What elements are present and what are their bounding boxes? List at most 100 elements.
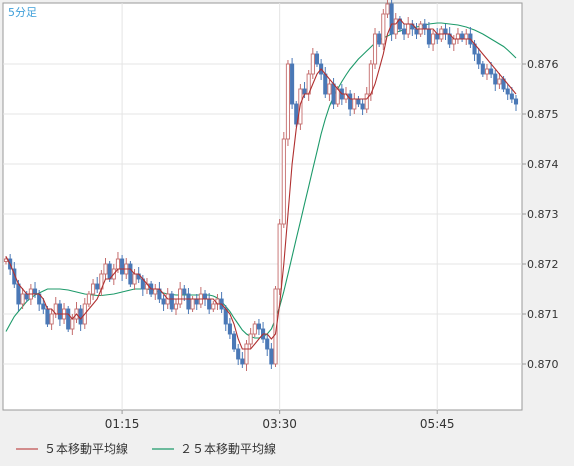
candle-body [186, 293, 191, 310]
candle-body [455, 33, 461, 40]
candle-body [431, 33, 436, 45]
x-tick-label: 01:15 [105, 417, 140, 431]
candle-body [443, 28, 448, 35]
candle-body [244, 343, 249, 365]
candle-body [422, 23, 427, 30]
candle-body [95, 283, 100, 290]
candle-body [372, 33, 378, 65]
candle-body [352, 98, 357, 110]
candle-body [45, 308, 50, 325]
candle-body [202, 293, 208, 300]
candle-body [231, 333, 237, 350]
candle-body [41, 303, 46, 310]
candle-body [173, 303, 179, 310]
candle-body [128, 263, 133, 285]
candle-body [377, 33, 382, 45]
chart-title: 5分足 [8, 6, 37, 19]
y-tick-label: 0.875 [527, 108, 559, 121]
candle-body [20, 293, 25, 305]
candle-body [70, 318, 75, 330]
candle-body [435, 33, 440, 40]
candle-body [489, 68, 494, 75]
x-tick-label: 05:45 [420, 417, 455, 431]
candle-body [78, 308, 83, 325]
candle-body [464, 33, 469, 40]
candle-body [194, 298, 199, 305]
y-tick-label: 0.871 [527, 308, 559, 321]
candle-body [389, 3, 394, 35]
candle-body [385, 3, 390, 15]
candle-body [505, 88, 510, 95]
candle-body [331, 83, 336, 105]
y-tick-label: 0.870 [527, 358, 559, 371]
candle-body [323, 73, 328, 95]
candle-body [169, 293, 174, 310]
candle-body [513, 98, 519, 105]
candle-body [285, 63, 291, 140]
candle-body [356, 98, 361, 105]
ma5-series [5, 18, 517, 350]
candle-body [360, 103, 365, 110]
candle-body [32, 288, 38, 295]
candle-body [132, 273, 137, 285]
candle-body [211, 303, 216, 310]
candle-body [277, 223, 282, 290]
candle-body [236, 348, 241, 360]
candle-body [115, 258, 121, 270]
candle-body [227, 323, 232, 335]
candle-body [460, 33, 465, 40]
candle-body [49, 313, 54, 325]
candle-body [509, 93, 514, 100]
candle-body [406, 23, 411, 35]
candle-body [290, 63, 295, 105]
candle-body [182, 288, 187, 295]
candle-body [252, 323, 257, 335]
candle-body [426, 28, 431, 45]
candle-body [480, 63, 485, 75]
candle-body [310, 53, 315, 75]
candlestick-series [3, 0, 519, 371]
candle-body [381, 13, 386, 45]
candle-body [348, 93, 353, 110]
y-tick-label: 0.872 [527, 258, 559, 271]
candle-body [16, 283, 21, 305]
candle-body [368, 63, 373, 95]
candle-body [103, 263, 108, 275]
candle-body [314, 53, 320, 65]
y-tick-label: 0.876 [527, 58, 559, 71]
ma5-line [5, 18, 517, 350]
candle-body [248, 333, 253, 345]
candle-body [161, 298, 166, 305]
candle-body [265, 338, 270, 350]
candle-body [476, 53, 481, 65]
candle-body [107, 263, 112, 280]
x-axis: 01:15 03:30 05:45 [105, 410, 455, 431]
y-tick-label: 0.874 [527, 158, 559, 171]
candle-body [484, 68, 490, 75]
candle-body [335, 88, 340, 105]
candle-body [223, 308, 228, 325]
candle-body [497, 78, 502, 85]
legend-label: ２５本移動平均線 [180, 441, 276, 456]
candle-body [86, 293, 91, 305]
grid-lines [3, 3, 522, 410]
candle-body [327, 83, 332, 95]
candle-body [493, 73, 498, 85]
candle-body [57, 303, 62, 320]
candle-body [451, 38, 456, 45]
candle-body [240, 358, 245, 365]
candle-body [269, 348, 274, 365]
candle-body [66, 308, 71, 330]
x-tick-label: 03:30 [262, 417, 297, 431]
candle-body [24, 293, 29, 300]
y-tick-label: 0.873 [527, 208, 559, 221]
plot-area [2, 2, 523, 411]
candle-body [120, 258, 125, 275]
candle-body [414, 28, 419, 35]
legend: ５本移動平均線 ２５本移動平均線 [16, 441, 276, 456]
candle-body [364, 93, 369, 110]
legend-label: ５本移動平均線 [44, 441, 128, 456]
y-axis: 0.870 0.871 0.872 0.873 0.874 0.875 0.876 [522, 58, 559, 371]
